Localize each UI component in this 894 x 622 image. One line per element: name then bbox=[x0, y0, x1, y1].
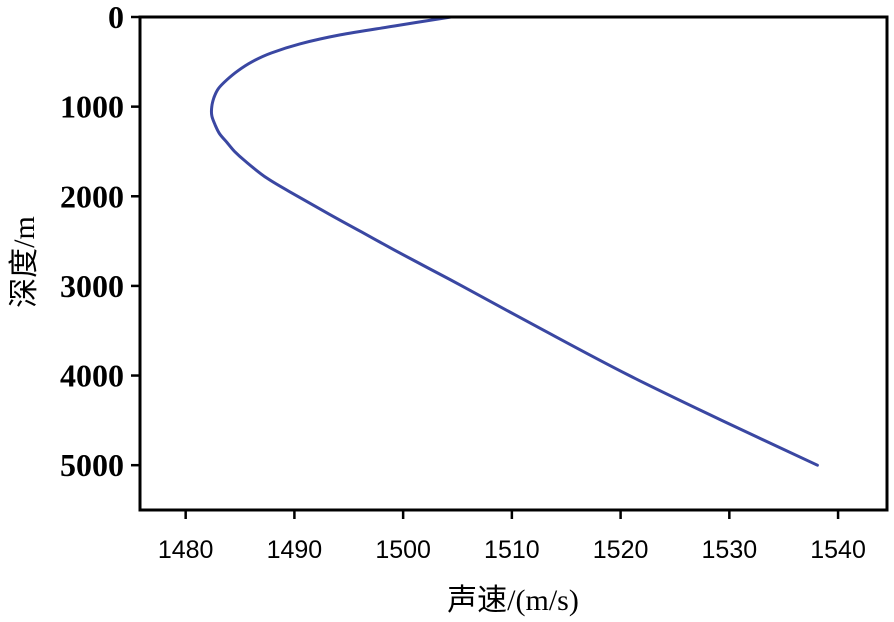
x-tick-label: 1530 bbox=[702, 536, 758, 564]
x-tick-label: 1520 bbox=[593, 536, 649, 564]
series-line bbox=[209, 15, 819, 467]
x-tick-label: 1500 bbox=[375, 536, 431, 564]
y-axis: 0 1000 2000 3000 4000 5000 bbox=[60, 0, 140, 483]
y-axis-title: 深度/m bbox=[8, 216, 41, 308]
y-tick-label: 4000 bbox=[60, 358, 124, 394]
x-axis-title: 声速/(m/s) bbox=[447, 584, 579, 617]
x-tick-label: 1490 bbox=[267, 536, 323, 564]
y-tick-label: 0 bbox=[108, 0, 124, 35]
series-layer bbox=[209, 15, 819, 467]
plot-frame bbox=[138, 15, 889, 512]
x-tick-label: 1510 bbox=[484, 536, 540, 564]
x-tick-label: 1540 bbox=[810, 536, 866, 564]
x-axis: 1480 1490 1500 1510 1520 1530 1540 bbox=[158, 510, 866, 564]
x-tick-label: 1480 bbox=[158, 536, 214, 564]
y-tick-label: 2000 bbox=[60, 178, 124, 214]
y-tick-label: 5000 bbox=[60, 447, 124, 483]
y-tick-label: 3000 bbox=[60, 268, 124, 304]
y-tick-label: 1000 bbox=[60, 89, 124, 125]
